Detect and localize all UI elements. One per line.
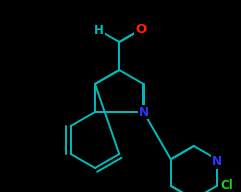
Text: N: N [212, 155, 222, 168]
Text: N: N [139, 105, 148, 118]
Text: O: O [135, 23, 147, 36]
Text: Cl: Cl [221, 179, 234, 192]
Text: H: H [94, 24, 104, 37]
